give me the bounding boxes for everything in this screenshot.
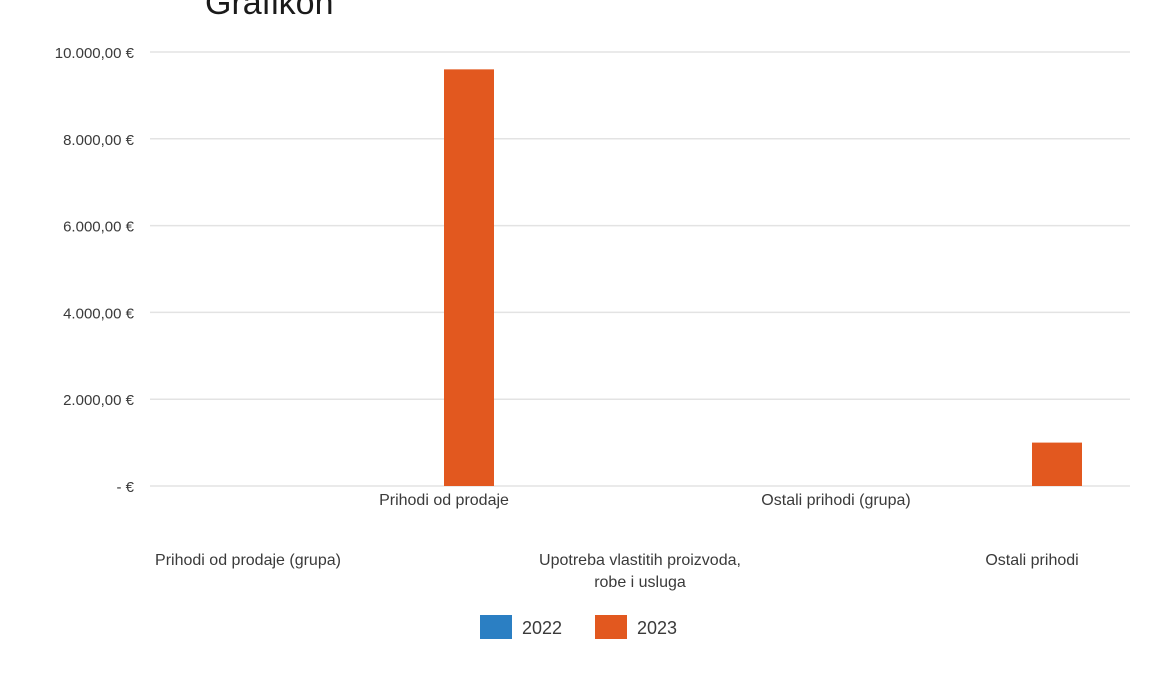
legend-swatch-2023 (595, 615, 627, 639)
legend-swatch-2022 (480, 615, 512, 639)
y-tick-label: 2.000,00 € (63, 392, 135, 409)
bar-2023-2 (444, 69, 494, 487)
y-tick-label: - € (116, 479, 134, 496)
y-tick-label: 6.000,00 € (63, 219, 135, 236)
x-category-label: Ostali prihodi (985, 552, 1078, 569)
x-category-label: Prihodi od prodaje (grupa) (155, 552, 341, 569)
x-category-label: Prihodi od prodaje (379, 492, 509, 509)
y-tick-label: 10.000,00 € (55, 45, 135, 62)
y-tick-label: 4.000,00 € (63, 305, 135, 322)
legend-label-2022: 2022 (522, 618, 562, 638)
legend-label-2023: 2023 (637, 618, 677, 638)
bar-2023-5 (1032, 442, 1082, 486)
y-tick-label: 8.000,00 € (63, 132, 135, 149)
chart-title: Grafikon (205, 0, 334, 22)
x-category-label: Ostali prihodi (grupa) (761, 492, 910, 509)
x-category-label: Upotreba vlastitih proizvoda, robe i uslu… (539, 552, 741, 591)
